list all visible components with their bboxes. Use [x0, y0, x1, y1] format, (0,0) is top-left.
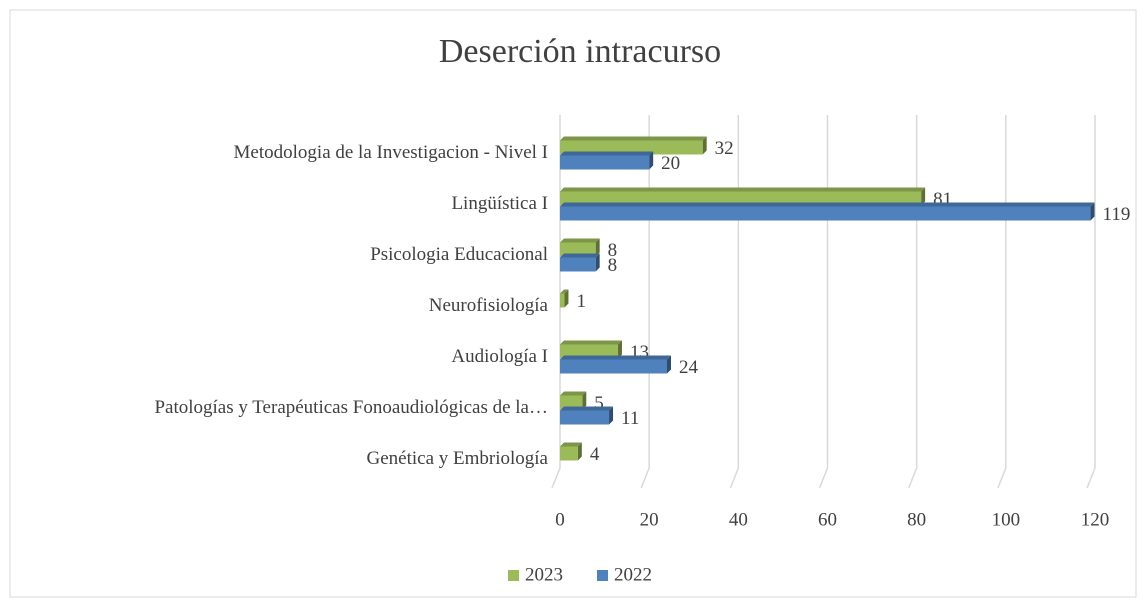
- bar-side: [577, 442, 582, 461]
- bar-side: [595, 253, 600, 272]
- grid-line: [640, 115, 650, 489]
- y-tick-label: Patologías y Terapéuticas Fonoaudiológic…: [154, 397, 548, 418]
- data-label: 5: [594, 393, 604, 414]
- bar-top: [560, 202, 1095, 207]
- grid-line: [729, 115, 740, 489]
- data-label: 1: [576, 291, 586, 312]
- bar-side: [667, 355, 671, 374]
- bar-side: [582, 391, 587, 410]
- bar-top: [560, 340, 622, 345]
- y-tick-label: Metodologia de la Investigacion - Nivel …: [234, 142, 548, 163]
- legend-swatch: [508, 570, 519, 581]
- chart-frame: [9, 9, 1137, 598]
- bar: [560, 446, 578, 461]
- bar-side: [921, 187, 926, 206]
- data-label: 11: [621, 408, 639, 429]
- bar: [560, 344, 618, 359]
- bar-top: [560, 151, 654, 156]
- legend-swatch: [597, 570, 608, 581]
- bar: [560, 191, 922, 206]
- x-tick-label: 20: [640, 509, 659, 530]
- data-label: 4: [590, 444, 600, 465]
- y-tick-label: Lingüística I: [451, 193, 548, 214]
- data-label: 8: [608, 240, 618, 261]
- bar: [560, 155, 650, 170]
- bar-side: [1090, 202, 1095, 221]
- bar-side: [595, 238, 600, 257]
- y-tick-label: Genética y Embriología: [367, 448, 549, 469]
- bar-top: [560, 391, 587, 396]
- data-label: 119: [1103, 204, 1131, 225]
- grid-line: [818, 115, 829, 489]
- x-tick-label: 80: [907, 509, 926, 530]
- bar-side: [702, 136, 707, 155]
- bar-top: [560, 442, 582, 447]
- bar: [560, 410, 610, 425]
- y-tick-label: Neurofisiología: [429, 295, 549, 316]
- bar-top: [560, 355, 671, 360]
- legend-label: 2022: [614, 564, 652, 585]
- data-label: 20: [661, 153, 680, 174]
- grid-line: [1086, 115, 1096, 489]
- x-tick-label: 60: [818, 509, 837, 530]
- bar-top: [560, 238, 600, 243]
- bar-side: [649, 151, 654, 170]
- grid-line: [551, 115, 561, 489]
- grid-line: [907, 115, 918, 489]
- x-tick-label: 40: [729, 509, 748, 530]
- bar: [560, 140, 703, 155]
- bar-side: [564, 289, 569, 308]
- bar: [560, 395, 583, 410]
- x-tick-label: 120: [1081, 509, 1110, 530]
- bar-top: [560, 406, 614, 411]
- data-label: 8: [608, 255, 618, 276]
- chart-title: Deserción intracurso: [439, 33, 721, 70]
- bar-top: [560, 136, 707, 141]
- bar: [560, 359, 667, 374]
- legend-label: 2023: [525, 564, 563, 585]
- bar-top: [560, 253, 600, 258]
- x-tick-label: 100: [992, 509, 1021, 530]
- bar-side: [617, 340, 622, 359]
- data-label: 24: [679, 357, 699, 378]
- data-label: 32: [715, 138, 734, 159]
- y-tick-label: Psicologia Educacional: [370, 244, 548, 265]
- bar: [560, 293, 565, 308]
- x-tick-label: 0: [555, 509, 565, 530]
- y-tick-label: Audiología I: [451, 346, 548, 367]
- bar-side: [609, 406, 614, 425]
- bar-top: [560, 289, 569, 294]
- grid-line: [997, 115, 1007, 489]
- bar: [560, 206, 1091, 221]
- bar: [560, 257, 596, 272]
- bar: [560, 242, 596, 257]
- bar-top: [560, 187, 926, 192]
